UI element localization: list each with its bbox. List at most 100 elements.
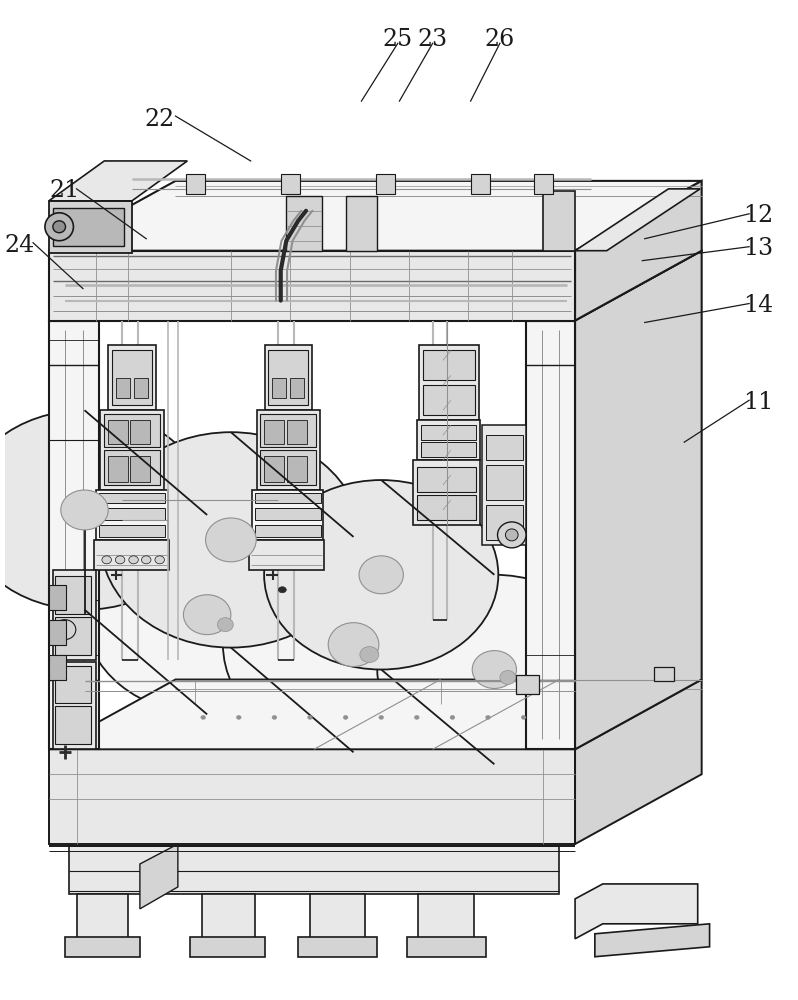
Bar [105,450,160,485]
Bar [130,456,150,482]
Bar [417,467,476,492]
Polygon shape [575,884,697,939]
Bar [423,385,475,415]
Bar [272,378,286,398]
Bar [376,174,395,194]
Text: 22: 22 [144,108,175,131]
Text: 14: 14 [744,294,774,317]
Bar [534,174,553,194]
Bar [69,846,559,894]
Polygon shape [49,161,188,201]
Text: 25: 25 [383,28,413,51]
Bar [264,420,284,444]
Ellipse shape [450,715,455,719]
Ellipse shape [141,556,151,564]
Text: 12: 12 [744,204,774,227]
Bar [97,490,168,540]
Ellipse shape [379,715,384,719]
Polygon shape [575,181,701,320]
Ellipse shape [236,715,241,719]
Polygon shape [202,894,255,939]
Polygon shape [310,894,365,939]
Bar [516,675,539,694]
Bar [252,490,323,540]
Ellipse shape [155,556,164,564]
Bar [130,420,150,444]
Text: 13: 13 [744,237,774,260]
Polygon shape [140,844,178,909]
Bar [419,345,479,420]
Bar [53,208,124,246]
Bar [105,414,160,447]
Polygon shape [575,251,701,749]
Bar [113,350,152,405]
Bar [654,667,674,681]
Ellipse shape [279,587,286,593]
Bar [49,585,66,610]
Bar [109,345,156,410]
Text: 24: 24 [5,234,35,257]
Polygon shape [49,320,99,749]
Bar [49,620,66,645]
Bar [133,378,148,398]
Ellipse shape [497,522,526,548]
Ellipse shape [85,515,330,714]
Bar [264,456,284,482]
Bar [286,196,322,251]
Bar [413,460,480,525]
Ellipse shape [343,715,348,719]
Bar [186,174,205,194]
Ellipse shape [414,715,419,719]
Bar [55,666,91,703]
Ellipse shape [377,575,611,764]
Bar [486,505,523,540]
Bar [543,191,575,251]
Bar [265,345,312,410]
Bar [257,410,320,490]
Bar [268,350,308,405]
Ellipse shape [505,529,518,541]
Text: 26: 26 [484,28,515,51]
Bar [249,540,324,570]
Ellipse shape [217,618,233,632]
Bar [99,508,165,520]
Polygon shape [49,680,701,749]
Bar [99,525,165,537]
Text: 11: 11 [744,391,774,414]
Polygon shape [49,251,575,320]
Bar [421,442,476,457]
Ellipse shape [206,518,256,562]
Bar [421,425,476,440]
Bar [486,435,523,460]
Ellipse shape [53,620,76,640]
Ellipse shape [521,715,526,719]
Bar [406,937,486,957]
Polygon shape [526,251,701,320]
Ellipse shape [359,556,403,594]
Bar [117,378,130,398]
Bar [260,450,315,485]
Bar [109,456,128,482]
Bar [65,937,140,957]
Bar [483,425,526,545]
Bar [55,617,91,655]
Bar [255,493,321,503]
Bar [53,570,97,660]
Bar [55,706,91,744]
Bar [101,410,164,490]
Bar [486,465,523,500]
Ellipse shape [308,715,312,719]
Polygon shape [49,181,701,251]
Bar [255,525,321,537]
Bar [190,937,265,957]
Bar [346,196,377,251]
Bar [471,174,490,194]
Bar [94,540,169,570]
Bar [298,937,377,957]
Polygon shape [49,749,575,844]
Bar [287,456,307,482]
Polygon shape [526,320,575,749]
Text: 23: 23 [417,28,448,51]
Ellipse shape [61,490,109,530]
Polygon shape [595,924,709,957]
